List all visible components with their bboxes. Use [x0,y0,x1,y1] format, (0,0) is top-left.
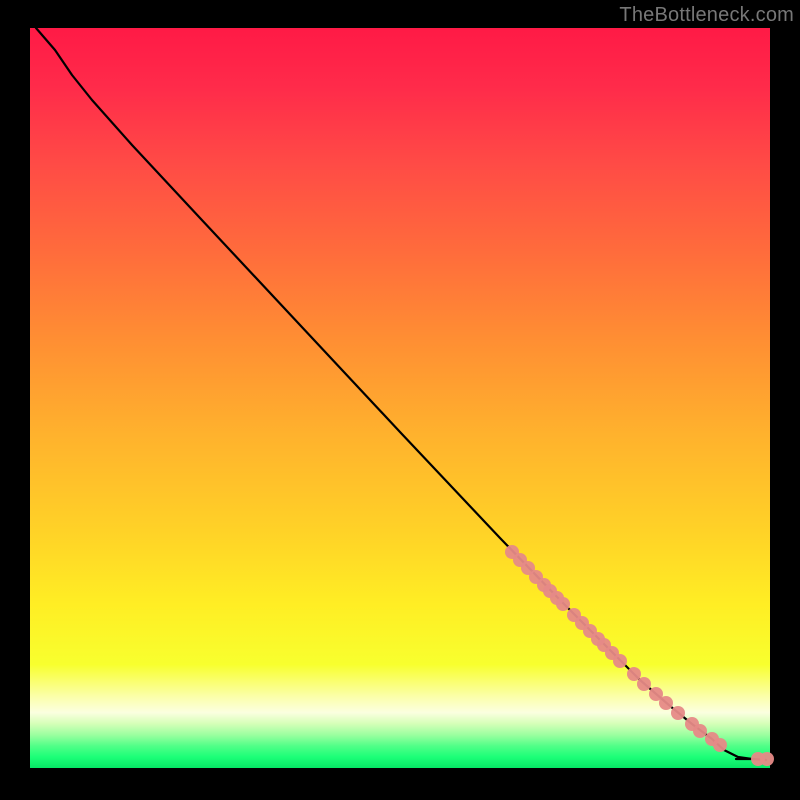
marker-dot [671,706,685,720]
watermark-text: TheBottleneck.com [619,4,794,27]
chart-overlay [0,0,800,800]
chart-frame: TheBottleneck.com [0,0,800,800]
marker-dot [556,597,570,611]
marker-dot [637,677,651,691]
marker-dot [627,667,641,681]
marker-dot [659,696,673,710]
marker-dot [760,752,774,766]
bottleneck-curve [36,28,766,760]
data-markers [505,545,774,766]
marker-dot [713,738,727,752]
marker-dot [613,654,627,668]
marker-dot [693,724,707,738]
